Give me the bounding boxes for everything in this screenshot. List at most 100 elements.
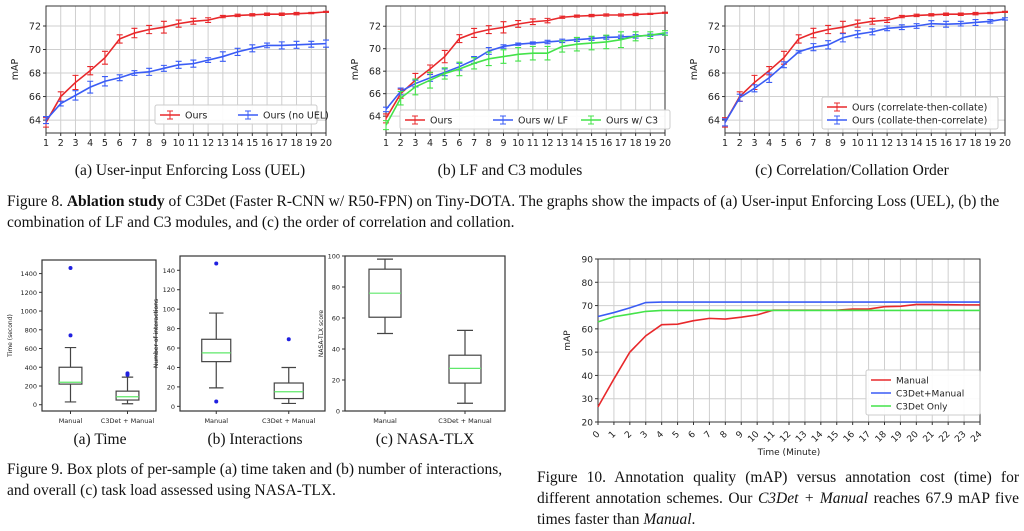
legend-box [865, 369, 981, 416]
error-bar [515, 42, 522, 46]
fig9b-caption: (b) Interactions [207, 431, 303, 448]
plot-frame [344, 255, 506, 412]
error-bar [632, 12, 639, 17]
error-bar [884, 25, 891, 32]
fig9a-chart: 0 200 400 600 800 1000 1200 1400 Time (second) Ma… [7, 259, 157, 425]
error-bar [190, 17, 197, 25]
y-tick-label: 68 [29, 69, 41, 80]
error-bar [544, 45, 551, 61]
x-tick-label: 5 [442, 138, 448, 149]
error-bar [131, 70, 138, 76]
y-tick-label: 68 [708, 69, 720, 80]
y-axis-label: mAP [350, 58, 361, 80]
error-bar [529, 18, 536, 26]
error-bar [205, 57, 212, 63]
x-tick-label: 15 [586, 138, 598, 149]
error-bar [485, 25, 492, 35]
x-tick-label: 19 [644, 138, 656, 149]
x-tick-label: 19 [890, 429, 905, 444]
error-bar [603, 13, 610, 17]
plot-frame [45, 5, 327, 134]
x-tick-label: 12 [202, 138, 214, 149]
error-bar [617, 31, 624, 49]
error-bar [249, 44, 256, 53]
x-tick-label: 7 [703, 430, 714, 441]
x-tick-label: 1 [607, 430, 618, 441]
fig9c-chart: 0 20 40 60 80 100 NASA-TLX score Manual C3Det + … [318, 253, 506, 425]
error-bar [884, 17, 891, 24]
error-bar [573, 14, 580, 18]
fig8b-chart: 1 2 3 4 5 6 7 8 9 10 11 12 13 14 15 16 17 18 19 20646668707… [350, 5, 671, 149]
x-tick-label: 17 [276, 138, 288, 149]
y-tick-label: 64 [369, 112, 381, 123]
x-tick-label: Manual [204, 417, 228, 425]
y-tick-label: 200 [25, 382, 37, 390]
y-tick-label: 30 [582, 395, 594, 405]
x-tick-label: 5 [781, 138, 787, 149]
box [448, 354, 482, 384]
plot-frame [724, 5, 1006, 134]
x-tick-label: 4 [87, 138, 93, 149]
error-bar [323, 10, 329, 14]
x-tick-label: 20 [659, 138, 671, 149]
error-bar [632, 31, 639, 42]
error-bar [116, 34, 123, 44]
plot-frame [179, 255, 326, 412]
x-tick-label: 1 [722, 138, 728, 149]
series-line-2 [385, 32, 666, 126]
x-tick-label: Manual [373, 417, 397, 425]
x-tick-label: 24 [969, 429, 984, 444]
error-bar [87, 66, 94, 76]
fig10-chart: 0 1 2 3 4 5 6 7 8 9 10 11 12 13 14 15 16 17 18 19 20 21 22 23 24… [563, 256, 985, 459]
error-bar [869, 28, 876, 36]
y-tick-label: 80 [332, 284, 340, 292]
error-bar [943, 12, 950, 16]
error-bar [383, 106, 389, 113]
error-bar [441, 49, 448, 64]
y-tick-label: 66 [29, 92, 41, 103]
x-tick-label: 20 [906, 429, 921, 444]
x-tick-label: 13 [217, 138, 229, 149]
error-bar [427, 71, 434, 89]
x-tick-label: 18 [969, 138, 981, 149]
error-bar [116, 74, 123, 82]
x-tick-label: 6 [687, 429, 698, 440]
x-tick-label: 3 [639, 430, 650, 441]
series-line-1 [385, 33, 666, 110]
error-bar [383, 120, 389, 131]
x-tick-label: 2 [623, 430, 634, 441]
error-bar [249, 13, 256, 17]
x-tick-label: 9 [161, 138, 167, 149]
error-bar [647, 31, 654, 40]
error-bar [190, 59, 197, 68]
y-axis-label: mAP [10, 58, 21, 80]
x-tick-label: 15 [826, 430, 841, 445]
y-tick-label: 600 [25, 345, 37, 353]
error-bar [160, 64, 167, 72]
y-tick-label: 0 [33, 401, 37, 409]
error-bar [278, 41, 285, 50]
y-tick-label: 80 [582, 279, 594, 289]
whisker [457, 329, 473, 404]
plot-frame [597, 258, 981, 423]
error-bar [515, 20, 522, 28]
x-tick-label: 8 [486, 138, 492, 149]
x-tick-label: 9 [500, 138, 506, 149]
error-bar [101, 50, 108, 65]
x-tick-label: 11 [866, 138, 878, 149]
y-tick-label: 66 [708, 92, 720, 103]
y-tick-label: 72 [708, 21, 720, 32]
outlier-point [125, 371, 130, 376]
error-bar [662, 11, 668, 14]
error-bar [913, 13, 920, 18]
legend-box [154, 104, 318, 125]
x-tick-label: 13 [794, 430, 809, 445]
error-bar [588, 35, 595, 51]
error-bar [544, 17, 551, 24]
y-tick-label: 64 [29, 116, 41, 127]
error-bar [264, 42, 271, 49]
error-bar [972, 18, 979, 26]
series-line-0 [385, 11, 666, 119]
fig8c-chart: 1 2 3 4 5 6 7 8 9 10 11 12 13 14 15 16 17 18 19 20646668707… [689, 5, 1011, 149]
x-tick-label: 2 [58, 138, 64, 149]
